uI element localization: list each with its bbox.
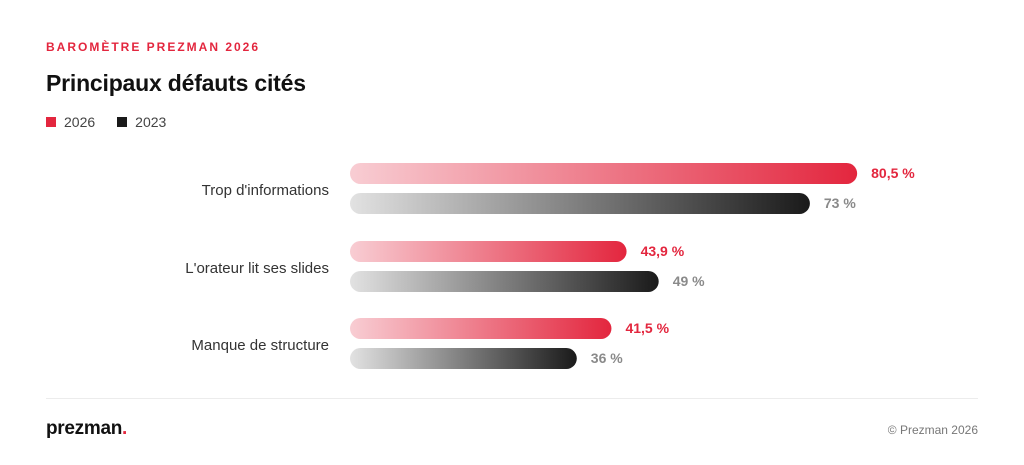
bar-chart: Trop d'informations 80,5 % 73 % L'orateur l…	[185, 163, 915, 369]
category-label-trop-d-informations: Trop d'informations	[202, 182, 329, 199]
chart-title: Principaux défauts cités	[46, 70, 306, 96]
legend-item-2023: 2023	[117, 114, 166, 130]
value-label-2026-trop-d-informations: 80,5 %	[871, 165, 915, 181]
footer-divider	[46, 398, 978, 399]
value-label-2023-trop-d-informations: 73 %	[824, 195, 856, 211]
legend-item-2026: 2026	[46, 114, 95, 130]
value-label-2023-manque-de-structure: 36 %	[591, 350, 623, 366]
bar-2026-manque-de-structure	[350, 318, 612, 339]
chart-legend: 2026 2023	[46, 114, 188, 130]
bar-2023-trop-d-informations	[350, 193, 810, 214]
copyright-text: © Prezman 2026	[887, 423, 978, 437]
bar-2023-manque-de-structure	[350, 348, 577, 369]
value-label-2026-manque-de-structure: 41,5 %	[625, 320, 669, 336]
category-label-manque-de-structure: Manque de structure	[191, 337, 329, 354]
value-label-2023-orateur-lit-ses-slides: 49 %	[673, 273, 705, 289]
value-label-2026-orateur-lit-ses-slides: 43,9 %	[641, 243, 685, 259]
bar-2023-orateur-lit-ses-slides	[350, 271, 659, 292]
legend-swatch-2026	[46, 117, 56, 127]
brand-dot: .	[122, 418, 128, 439]
bar-2026-orateur-lit-ses-slides	[350, 241, 627, 262]
legend-label-2026: 2026	[64, 114, 96, 130]
legend-swatch-2023	[117, 117, 128, 127]
legend-label-2023: 2023	[135, 114, 167, 130]
category-label-orateur-lit-ses-slides: L'orateur lit ses slides	[185, 260, 329, 277]
brand-name: prezman	[46, 418, 123, 439]
chart-eyebrow: BAROMÈTRE PREZMAN 2026	[46, 40, 261, 54]
bar-2026-trop-d-informations	[350, 163, 858, 184]
brand-logo: prezman.	[46, 418, 127, 440]
